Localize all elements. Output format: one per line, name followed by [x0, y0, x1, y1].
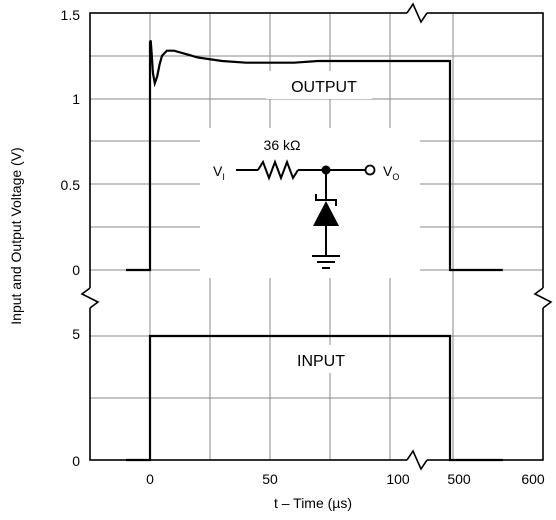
x-tick-label: 50	[262, 471, 278, 487]
vo-label: VO	[383, 163, 399, 182]
x-tick-label: 600	[521, 471, 545, 487]
y-tick-label: 5	[72, 326, 80, 342]
y-axis-label: Input and Output Voltage (V)	[8, 147, 24, 324]
circuit-backing	[200, 128, 420, 278]
vi-label: VI	[213, 163, 225, 182]
zener-circuit-inset: 36 kΩ VI VO	[200, 128, 420, 278]
break-zigzag	[406, 2, 428, 24]
plot-border	[89, 12, 544, 461]
y-tick-label: 0	[72, 262, 80, 278]
y-tick-label: 1.5	[61, 7, 81, 23]
plot-frame	[89, 12, 544, 461]
break-zigzag	[80, 287, 100, 309]
x-axis-break-top	[406, 2, 428, 24]
x-tick-label: 500	[447, 471, 471, 487]
zener-cathode-bar	[315, 194, 337, 206]
y-tick-label: 1	[72, 91, 80, 107]
x-tick-label: 100	[386, 471, 410, 487]
y-axis-break-right	[533, 287, 553, 309]
x-axis-break-bottom	[406, 449, 428, 471]
y-tick-label: 0.5	[61, 177, 81, 193]
resistor-symbol	[257, 159, 299, 181]
y-tick-label: 0	[72, 453, 80, 469]
output-voltage-series	[126, 39, 503, 272]
input-label-backing	[276, 345, 372, 373]
zener-diode-body	[313, 201, 339, 226]
input-annotation: INPUT	[297, 353, 345, 370]
resistor-value-label: 36 kΩ	[264, 137, 301, 153]
output-terminal	[364, 164, 376, 176]
break-zigzag	[533, 287, 553, 309]
break-zigzag	[406, 449, 428, 471]
output-label-backing	[266, 71, 372, 99]
input-voltage-series	[126, 334, 503, 462]
x-axis-label: t – Time (µs)	[274, 495, 352, 511]
y-axis-break-left	[80, 287, 100, 309]
output-annotation: OUTPUT	[291, 79, 357, 96]
axis-break-marks	[80, 2, 553, 471]
x-tick-label: 0	[146, 471, 154, 487]
